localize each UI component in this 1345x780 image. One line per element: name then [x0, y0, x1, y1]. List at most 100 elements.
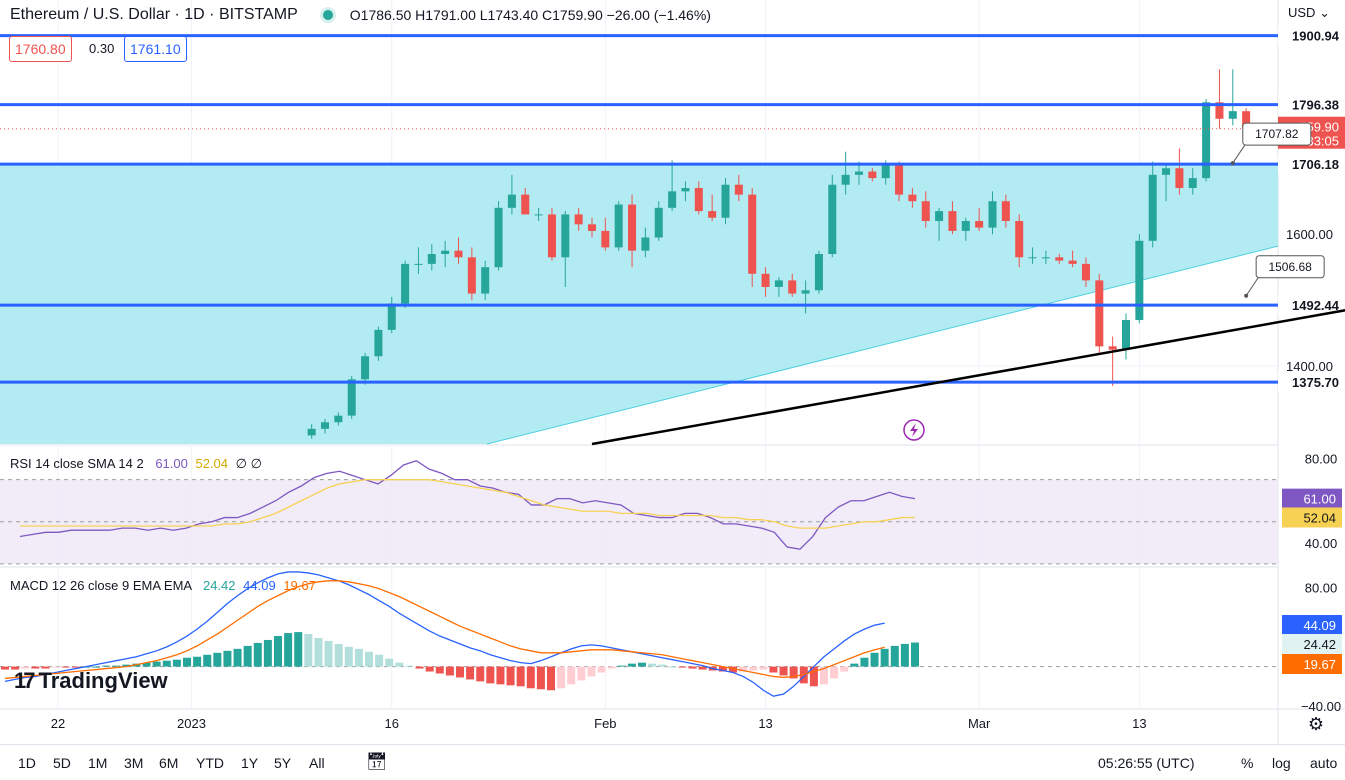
candle[interactable] — [574, 214, 583, 225]
period-button[interactable]: 5Y — [274, 755, 292, 771]
symbol-title[interactable]: Ethereum / U.S. Dollar · 1D · BITSTAMP — [10, 6, 298, 23]
candle[interactable] — [588, 224, 596, 231]
candle[interactable] — [628, 204, 637, 251]
candle[interactable] — [1055, 257, 1064, 261]
candle[interactable] — [387, 303, 396, 330]
candle[interactable] — [895, 164, 904, 195]
candle[interactable] — [694, 188, 703, 212]
gear-icon[interactable]: ⚙ — [1308, 714, 1324, 735]
candle[interactable] — [1001, 201, 1010, 222]
candle[interactable] — [721, 184, 730, 218]
candle[interactable] — [427, 253, 436, 264]
candle[interactable] — [761, 273, 770, 287]
candle[interactable] — [361, 356, 370, 380]
candle[interactable] — [921, 201, 930, 222]
candle[interactable] — [734, 184, 743, 195]
candle[interactable] — [681, 188, 690, 192]
candle[interactable] — [748, 194, 757, 274]
candle[interactable] — [1122, 319, 1130, 350]
clock-time[interactable]: 05:26:55 (UTC) — [1098, 755, 1195, 771]
candle[interactable] — [935, 211, 944, 222]
candle[interactable] — [374, 329, 383, 357]
rsi-legend[interactable]: RSI 14 close SMA 14 2 61.00 52.04 ∅ ∅ — [10, 456, 262, 472]
period-button[interactable]: 1D — [18, 755, 36, 771]
percent-toggle[interactable]: % — [1241, 755, 1254, 771]
candle[interactable] — [454, 250, 463, 258]
candle[interactable] — [1148, 174, 1157, 241]
period-button[interactable]: 1M — [88, 755, 108, 771]
candle[interactable] — [481, 267, 490, 294]
candle[interactable] — [1095, 280, 1104, 347]
candle[interactable] — [1175, 168, 1184, 189]
rsi-line[interactable] — [19, 460, 916, 550]
candle[interactable] — [507, 194, 516, 208]
candle[interactable] — [1041, 257, 1050, 259]
currency-selector[interactable]: USD ⌄ — [1288, 5, 1330, 21]
candle[interactable] — [561, 214, 570, 258]
auto-toggle[interactable]: auto — [1310, 755, 1338, 771]
candle[interactable] — [1108, 346, 1117, 350]
candle[interactable] — [1081, 263, 1090, 281]
candle[interactable] — [534, 214, 543, 216]
candle[interactable] — [641, 237, 650, 251]
candle[interactable] — [521, 194, 530, 215]
period-button[interactable]: All — [309, 755, 325, 771]
period-button[interactable]: 6M — [159, 755, 179, 771]
price-note-box[interactable] — [1242, 122, 1312, 146]
price-note-box[interactable] — [1255, 255, 1325, 279]
period-button[interactable]: 3M — [124, 755, 144, 771]
candle[interactable] — [441, 250, 450, 254]
candle[interactable] — [868, 171, 877, 179]
calendar-range-icon[interactable]: 📅︎ — [366, 752, 388, 771]
signal-line[interactable] — [4, 580, 885, 680]
macd-legend[interactable]: MACD 12 26 close 9 EMA EMA 24.42 44.09 1… — [10, 578, 316, 593]
candle[interactable] — [1202, 102, 1211, 179]
zone-edge-line[interactable] — [486, 245, 1279, 445]
candle[interactable] — [988, 201, 997, 228]
candle[interactable] — [1028, 257, 1037, 259]
candle[interactable] — [881, 164, 890, 179]
candle[interactable] — [547, 214, 556, 258]
log-toggle[interactable]: log — [1272, 755, 1291, 771]
candle[interactable] — [321, 422, 329, 429]
candle[interactable] — [1068, 260, 1077, 264]
period-button[interactable]: YTD — [196, 755, 224, 771]
candle[interactable] — [774, 280, 783, 287]
candle[interactable] — [841, 174, 850, 185]
candle[interactable] — [708, 211, 717, 218]
candle[interactable] — [814, 253, 823, 291]
candle[interactable] — [414, 263, 423, 265]
candle[interactable] — [1135, 240, 1144, 320]
candle[interactable] — [961, 221, 970, 231]
candle[interactable] — [801, 290, 810, 294]
candle[interactable] — [948, 211, 957, 231]
candle[interactable] — [1015, 221, 1024, 258]
candle[interactable] — [494, 207, 503, 268]
candle[interactable] — [975, 221, 984, 228]
candle[interactable] — [1215, 102, 1224, 119]
candle[interactable] — [401, 263, 410, 304]
candle[interactable] — [1228, 111, 1237, 119]
candle[interactable] — [1162, 168, 1171, 175]
candle[interactable] — [1188, 178, 1197, 189]
candle[interactable] — [908, 194, 917, 202]
candle[interactable] — [467, 257, 476, 294]
macd-line[interactable] — [4, 571, 885, 697]
rsi-sma-line[interactable] — [20, 479, 916, 529]
candle[interactable] — [654, 207, 663, 238]
candle[interactable] — [788, 280, 797, 294]
tradingview-logo[interactable]: 17 TradingView — [14, 668, 168, 694]
bid-price[interactable]: 1760.80 — [9, 36, 72, 62]
candle[interactable] — [334, 415, 343, 423]
trendline[interactable] — [591, 264, 1345, 446]
candle[interactable] — [855, 171, 863, 175]
candle[interactable] — [307, 428, 316, 436]
candle[interactable] — [668, 191, 677, 208]
candle[interactable] — [1242, 111, 1251, 129]
candle[interactable] — [614, 204, 623, 248]
candle[interactable] — [828, 184, 837, 254]
period-button[interactable]: 5D — [53, 755, 71, 771]
period-button[interactable]: 1Y — [241, 755, 259, 771]
candle[interactable] — [347, 379, 356, 416]
